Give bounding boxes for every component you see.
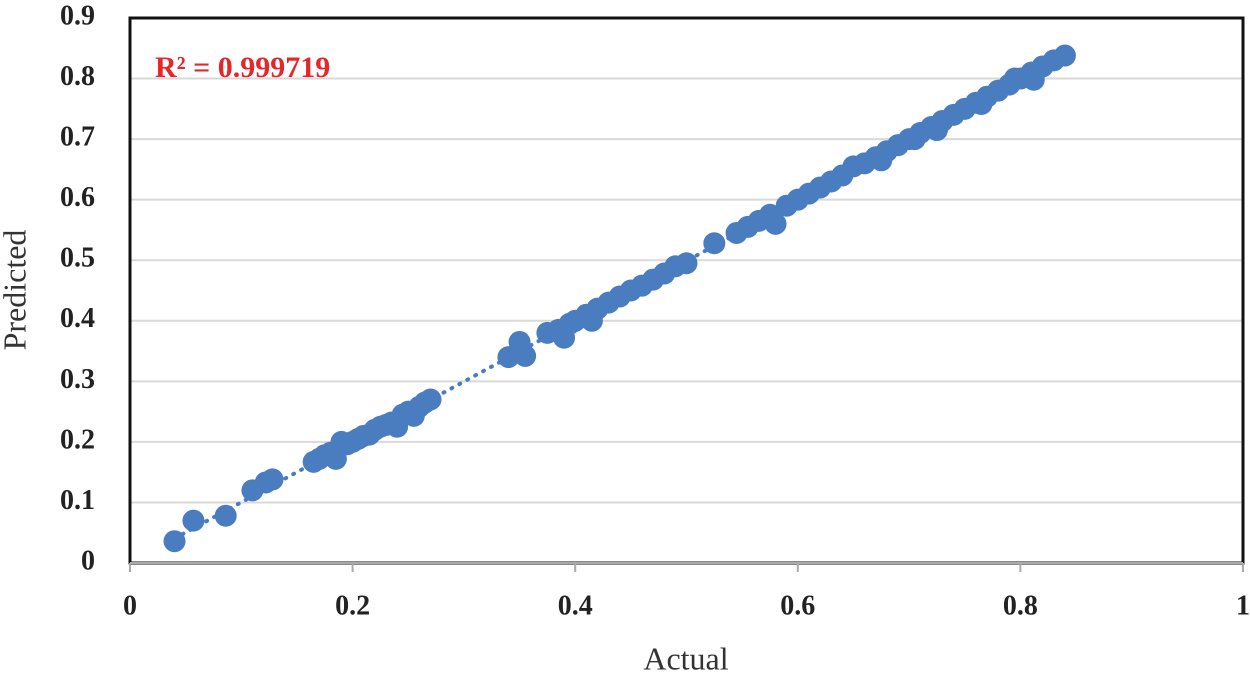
data-point — [764, 212, 787, 235]
x-tick-label: 0.4 — [558, 590, 593, 621]
y-axis-title: Predicted — [0, 230, 32, 351]
data-point — [261, 468, 284, 491]
data-point — [214, 504, 237, 527]
y-tick-label: 0.8 — [60, 61, 95, 92]
y-tick-label: 0.1 — [60, 485, 95, 516]
data-point — [182, 509, 205, 532]
x-axis-title: Actual — [643, 640, 728, 676]
r-squared-annotation: R² = 0.999719 — [155, 51, 330, 84]
trendline — [172, 53, 1067, 541]
y-tick-label: 0.4 — [60, 303, 95, 334]
data-point — [163, 530, 186, 553]
data-point — [419, 388, 442, 411]
x-tick-label: 1 — [1236, 590, 1250, 621]
x-tick-label: 0.2 — [335, 590, 370, 621]
y-tick-label: 0.5 — [60, 243, 95, 274]
x-tick-label: 0 — [123, 590, 137, 621]
data-point — [514, 344, 537, 367]
data-point — [1053, 44, 1076, 67]
y-tick-label: 0.6 — [60, 182, 95, 213]
y-tick-label: 0.3 — [60, 364, 95, 395]
plot-border — [128, 16, 1245, 565]
data-point — [675, 252, 698, 275]
y-tick-label: 0.7 — [60, 122, 95, 153]
x-tick-label: 0.6 — [780, 590, 815, 621]
y-tick-label: 0 — [81, 545, 95, 576]
y-tick-label: 0.2 — [60, 424, 95, 455]
data-point — [703, 232, 726, 255]
y-tick-label: 0.9 — [60, 0, 95, 31]
x-tick-label: 0.8 — [1003, 590, 1038, 621]
